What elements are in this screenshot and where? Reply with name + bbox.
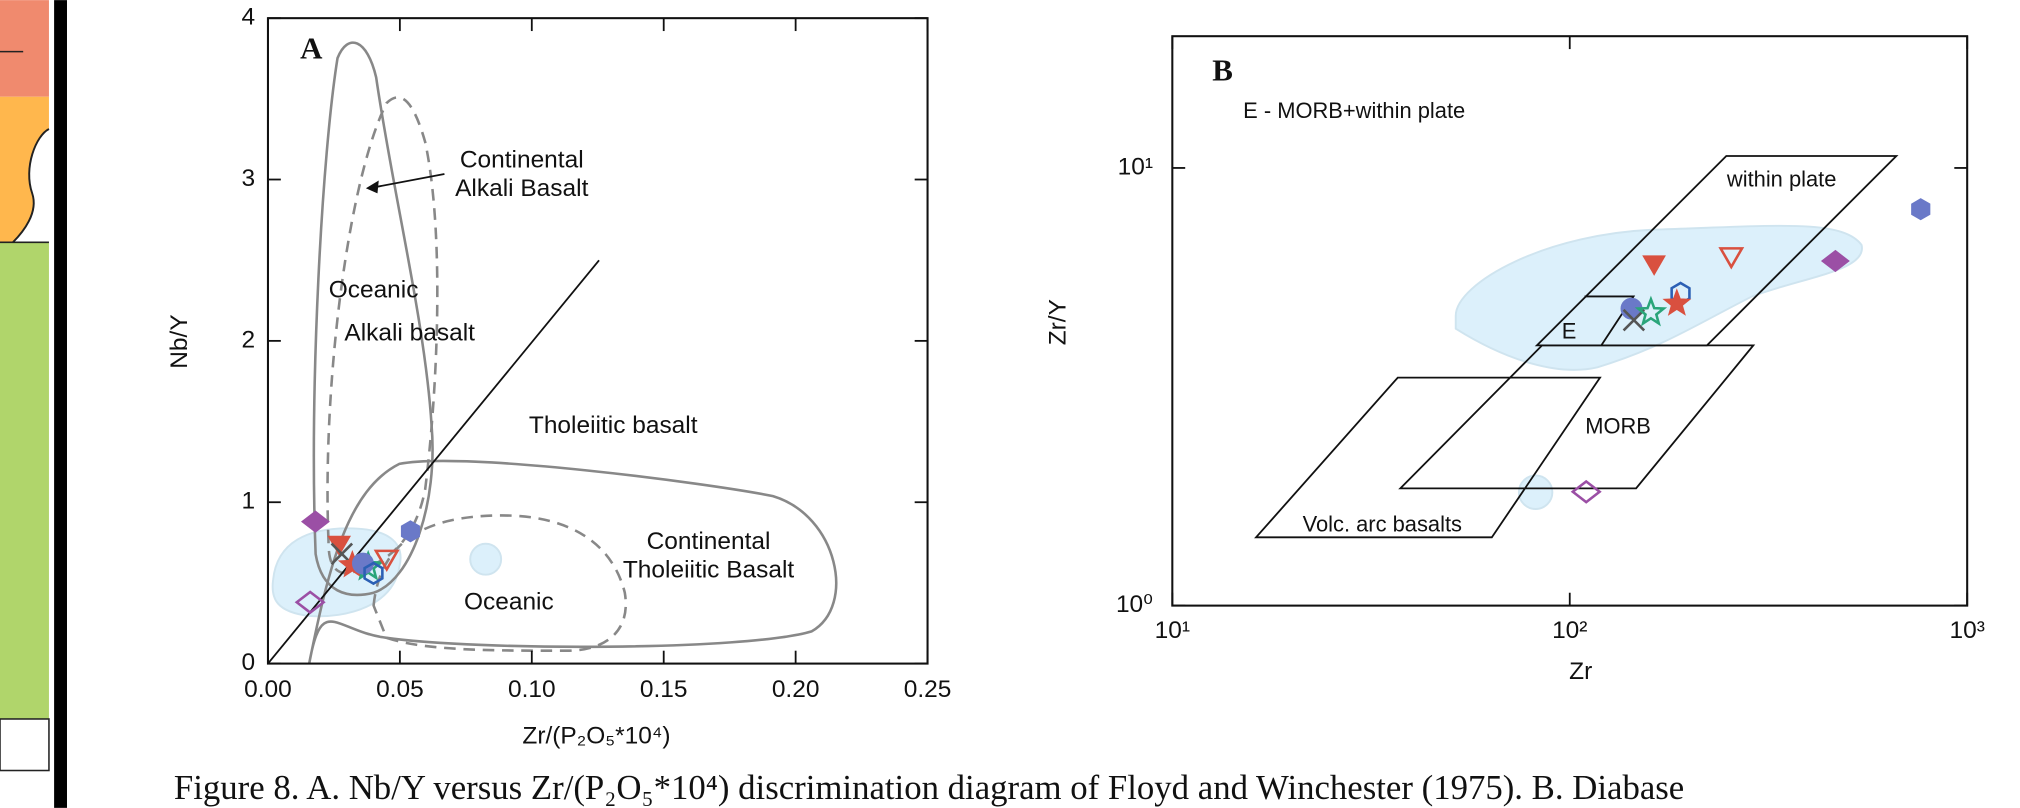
x-tick-label: 0.10: [508, 676, 556, 703]
annotation: Continental: [460, 147, 584, 174]
chart: 0.00 0.05 0.10 0.15 0.20 0.25 0 1 2 3 4 A Zr/(P₂O₅*1…: [166, 4, 952, 750]
left-strip: [0, 0, 67, 808]
strip-block: [0, 242, 49, 719]
data-point: [294, 590, 326, 615]
x-tick-label: 10³: [1949, 617, 1984, 644]
x-tick-label: 10¹: [1155, 617, 1190, 644]
x-axis-label: Zr/(P₂O₅*10⁴): [522, 722, 670, 749]
arrow-head: [365, 180, 379, 194]
y-tick-label: 4: [241, 4, 255, 31]
annotation: Tholeiitic basalt: [529, 412, 698, 439]
annotation: Alkali Basalt: [455, 175, 588, 202]
data-point: [1820, 249, 1850, 273]
field-outline: [326, 96, 439, 575]
sample-field: [1517, 474, 1554, 510]
annotation: Tholeiitic Basalt: [623, 556, 795, 583]
panel-letter: A: [300, 31, 323, 66]
field-polygon: [1398, 344, 1756, 490]
y-tick-label: 10¹: [1118, 153, 1153, 180]
annotation: Alkali basalt: [344, 319, 475, 346]
y-tick-label: 3: [241, 165, 255, 192]
y-axis-label: Zr/Y: [1044, 299, 1071, 345]
arrow: [376, 173, 445, 188]
x-tick-label: 0.05: [376, 676, 424, 703]
y-axis-label: Nb/Y: [166, 314, 193, 368]
caption: Figure 8. A. Nb/Y versus Zr/(P₂O₅*10⁴) d…: [174, 768, 1684, 807]
annotation: E: [1562, 318, 1577, 343]
data-point: [373, 549, 400, 572]
strip-outline: [0, 50, 49, 244]
divider: [54, 0, 67, 808]
annotation: Oceanic: [329, 277, 419, 304]
data-point: [1634, 295, 1668, 327]
data-point: [1642, 255, 1666, 276]
annotation: Continental: [647, 528, 771, 555]
data-point: [1911, 198, 1931, 221]
data-point: [300, 510, 330, 533]
x-tick-label: 0.25: [904, 676, 952, 703]
field-polygon: [1584, 295, 1636, 346]
field-outline: [312, 41, 434, 597]
x-tick-label: 0.15: [640, 676, 688, 703]
field-outline: [307, 459, 838, 664]
strip-block: [0, 96, 49, 243]
annotation: Oceanic: [464, 589, 554, 616]
x-tick-label: 10²: [1552, 617, 1587, 644]
x-tick-label: 0.20: [772, 676, 820, 703]
annotation: MORB: [1585, 414, 1651, 439]
data-point: [1662, 288, 1692, 316]
y-tick-label: 10⁰: [1116, 591, 1153, 618]
boundary-line: [267, 259, 600, 665]
annotation: Volc. arc basalts: [1303, 512, 1462, 537]
x-axis-label: Zr: [1569, 658, 1592, 685]
data-point: [1718, 247, 1745, 270]
annotation: E - MORB+within plate: [1243, 98, 1465, 123]
sample-field: [1454, 224, 1863, 371]
strip-block: [0, 718, 50, 772]
y-tick-label: 0: [241, 649, 255, 676]
data-point: [1622, 308, 1646, 332]
panel-b-fields: [1254, 155, 1899, 539]
panel-a-fields: [267, 41, 838, 665]
field-polygon: [1254, 376, 1602, 539]
strip-block: [0, 0, 49, 97]
strip-outline: [12, 128, 50, 244]
data-point: [400, 520, 420, 543]
sample-field: [469, 542, 503, 576]
y-tick-label: 1: [241, 488, 255, 515]
data-point: [1570, 479, 1602, 504]
data-point: [363, 561, 384, 586]
panel-letter: B: [1212, 53, 1233, 88]
x-tick-label: 0.00: [244, 676, 292, 703]
y-tick-label: 2: [241, 326, 255, 353]
annotation: within plate: [1726, 166, 1837, 191]
field-outline: [372, 514, 628, 652]
